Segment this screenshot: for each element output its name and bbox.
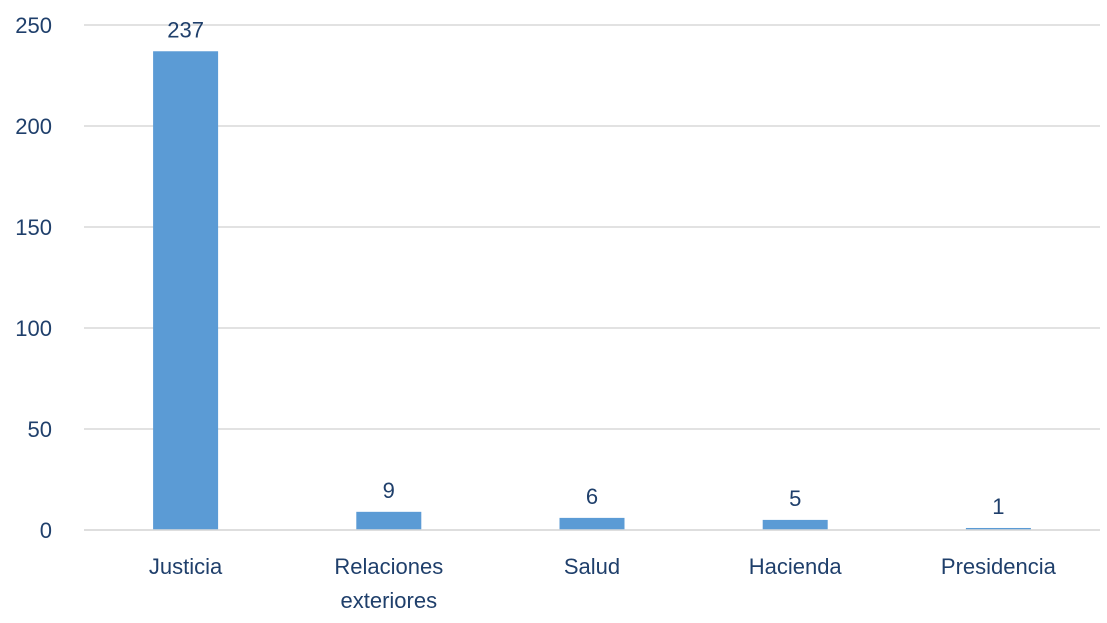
- x-tick-label: Relaciones exteriores: [334, 554, 443, 613]
- bar-4: [965, 527, 1031, 530]
- x-tick-label-line: Salud: [564, 554, 620, 579]
- data-label: 237: [167, 17, 204, 42]
- x-axis: Justicia Relaciones exteriores Salud Haciend…: [84, 529, 1100, 613]
- y-tick-label: 250: [15, 13, 52, 38]
- gridlines: [84, 24, 1100, 531]
- x-tick-label-line: Justicia: [149, 554, 223, 579]
- data-labels: 237 9 6 5 1: [167, 17, 1004, 519]
- bars: [153, 51, 1031, 530]
- x-tick-label-line: Hacienda: [749, 554, 843, 579]
- bar-0: [153, 51, 219, 530]
- y-tick-label: 0: [40, 518, 52, 543]
- bar-2: [559, 517, 625, 530]
- y-tick-label: 100: [15, 316, 52, 341]
- bar-3: [762, 519, 828, 530]
- y-tick-label: 150: [15, 215, 52, 240]
- x-tick-label-line: Relaciones: [334, 554, 443, 579]
- data-label: 6: [586, 484, 598, 509]
- y-tick-label: 200: [15, 114, 52, 139]
- x-tick-label: Justicia: [149, 554, 223, 579]
- x-tick-label: Hacienda: [749, 554, 843, 579]
- bar-1: [356, 511, 422, 530]
- x-tick-label: Presidencia: [941, 554, 1057, 579]
- x-tick-label: Salud: [564, 554, 620, 579]
- data-label: 9: [383, 478, 395, 503]
- x-tick-label-line: Presidencia: [941, 554, 1057, 579]
- x-tick-label-line: exteriores: [341, 588, 438, 613]
- data-label: 1: [992, 494, 1004, 519]
- y-tick-label: 50: [28, 417, 52, 442]
- y-axis: 0 50 100 150 200 250: [15, 13, 52, 543]
- data-label: 5: [789, 486, 801, 511]
